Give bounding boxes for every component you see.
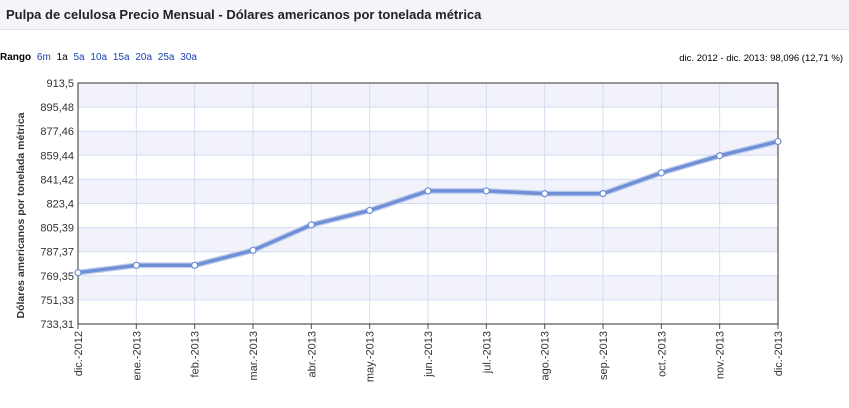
range-option-10a[interactable]: 10a	[90, 52, 108, 63]
y-tick-label: 787,37	[40, 247, 74, 259]
data-point	[307, 221, 315, 229]
x-tick-label: abr.-2013	[306, 331, 318, 377]
x-tick-label: dic.-2012	[73, 331, 85, 376]
y-tick-label: 859,44	[40, 150, 74, 162]
y-tick-label: 769,35	[40, 271, 74, 283]
data-point	[132, 261, 140, 269]
range-selector: Rango 6m 1a 5a 10a 15a 20a 25a 30a	[0, 52, 197, 63]
x-tick-label: jun.-2013	[423, 331, 435, 378]
y-tick-label: 733,31	[40, 319, 74, 331]
x-tick-label: jul.-2013	[481, 331, 493, 374]
range-option-30a[interactable]: 30a	[180, 52, 197, 63]
y-tick-label: 823,4	[46, 199, 74, 211]
range-label: Rango	[0, 52, 32, 63]
x-tick-label: ene.-2013	[131, 331, 143, 381]
y-axis-label: Dólares americanos por tonelada métrica	[15, 112, 27, 318]
range-option-6m[interactable]: 6m	[36, 52, 51, 63]
data-point	[249, 246, 257, 254]
y-tick-label: 805,39	[40, 223, 74, 235]
range-option-1a[interactable]: 1a	[56, 52, 68, 63]
data-point	[657, 169, 665, 177]
range-option-15a[interactable]: 15a	[112, 52, 130, 63]
x-tick-label: sep.-2013	[598, 331, 610, 380]
x-tick-label: feb.-2013	[190, 331, 202, 377]
data-point	[774, 137, 782, 146]
title-bar: Pulpa de celulosa Precio Mensual - Dólar…	[0, 0, 849, 30]
range-option-25a[interactable]: 25a	[157, 52, 175, 63]
y-tick-label: 895,48	[40, 102, 74, 114]
x-tick-label: may.-2013	[365, 331, 377, 382]
data-point	[424, 187, 432, 195]
data-point	[541, 190, 549, 198]
y-tick-label: 913,5	[46, 78, 74, 90]
y-tick-label: 841,42	[40, 174, 74, 186]
x-tick-label: ago.-2013	[540, 331, 552, 381]
data-point	[74, 269, 82, 277]
x-tick-label: dic.-2013	[773, 331, 785, 376]
x-tick-label: nov.-2013	[715, 331, 727, 379]
plot-border	[77, 82, 779, 325]
data-point	[482, 187, 490, 195]
x-tick-label: mar.-2013	[248, 331, 260, 381]
data-point	[599, 190, 607, 198]
range-option-20a[interactable]: 20a	[135, 52, 153, 63]
x-tick-label: oct.-2013	[656, 331, 668, 377]
range-summary: dic. 2012 - dic. 2013: 98,096 (12,71 %)	[679, 53, 843, 64]
data-point	[366, 206, 374, 215]
data-point	[191, 261, 199, 269]
page-title: Pulpa de celulosa Precio Mensual - Dólar…	[6, 7, 482, 22]
y-tick-label: 877,46	[40, 126, 74, 138]
y-tick-label: 751,33	[40, 295, 74, 307]
range-option-5a[interactable]: 5a	[73, 52, 85, 63]
data-point	[716, 152, 724, 160]
